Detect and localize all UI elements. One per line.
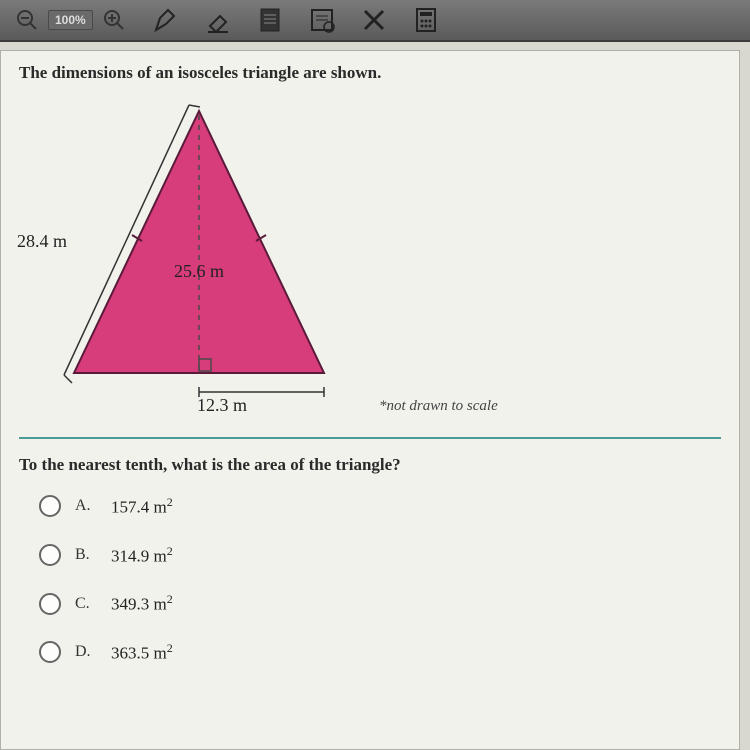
radio-icon[interactable] [39, 495, 61, 517]
radio-icon[interactable] [39, 593, 61, 615]
height-label: 25.6 m [174, 261, 224, 282]
option-c[interactable]: C. 349.3 m2 [39, 592, 721, 615]
strikethrough-icon[interactable] [357, 3, 391, 37]
zoom-level-label: 100% [48, 10, 93, 30]
triangle-svg [14, 93, 374, 423]
option-a[interactable]: A. 157.4 m2 [39, 495, 721, 518]
option-value: 314.9 m2 [111, 544, 173, 567]
eraser-icon[interactable] [201, 3, 235, 37]
option-d[interactable]: D. 363.5 m2 [39, 641, 721, 664]
half-base-label: 12.3 m [197, 395, 247, 416]
option-b[interactable]: B. 314.9 m2 [39, 544, 721, 567]
not-to-scale-note: *not drawn to scale [379, 398, 498, 415]
option-letter: C. [75, 595, 97, 613]
radio-icon[interactable] [39, 641, 61, 663]
notepad-icon[interactable] [253, 3, 287, 37]
question-panel: The dimensions of an isosceles triangle … [0, 50, 740, 750]
question-prompt: To the nearest tenth, what is the area o… [19, 455, 721, 475]
option-value: 349.3 m2 [111, 592, 173, 615]
answer-options: A. 157.4 m2 B. 314.9 m2 C. 349.3 m2 D. 3… [19, 495, 721, 664]
option-value: 157.4 m2 [111, 495, 173, 518]
triangle-diagram: 28.4 m 25.6 m 12.3 m *not drawn to scale [19, 93, 721, 433]
section-divider [19, 437, 721, 439]
highlighter-icon[interactable] [149, 3, 183, 37]
zoom-group: 100% [10, 3, 131, 37]
option-letter: A. [75, 497, 97, 515]
option-letter: D. [75, 643, 97, 661]
option-letter: B. [75, 546, 97, 564]
question-stem: The dimensions of an isosceles triangle … [19, 63, 721, 83]
option-value: 363.5 m2 [111, 641, 173, 664]
reference-icon[interactable] [305, 3, 339, 37]
zoom-out-icon[interactable] [10, 3, 44, 37]
zoom-in-icon[interactable] [97, 3, 131, 37]
calculator-icon[interactable] [409, 3, 443, 37]
radio-icon[interactable] [39, 544, 61, 566]
side-length-label: 28.4 m [17, 231, 67, 252]
toolbar: 100% [0, 0, 750, 42]
